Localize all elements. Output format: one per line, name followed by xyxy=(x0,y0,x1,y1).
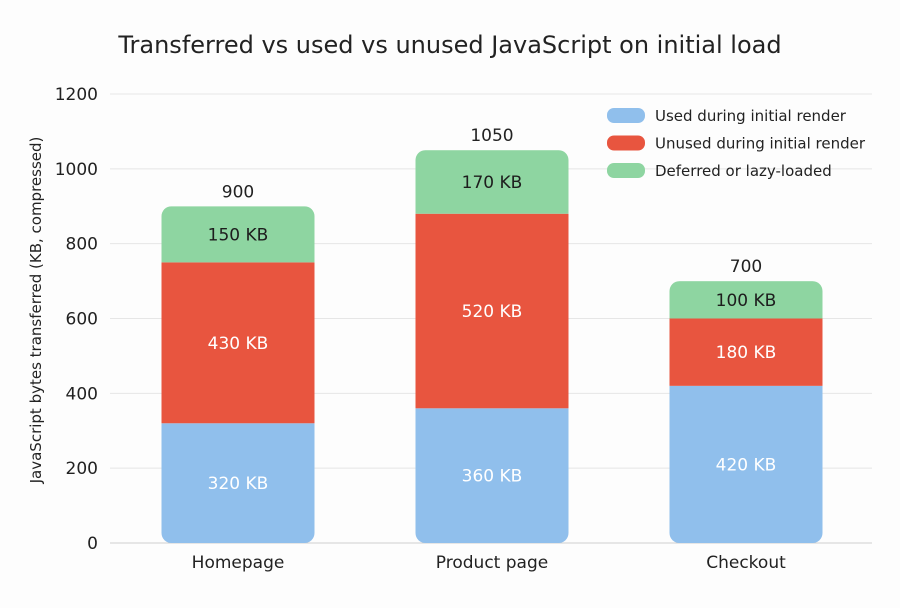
bar-segment xyxy=(669,385,823,543)
y-tick-label: 0 xyxy=(87,534,98,554)
segment-label: 420 KB xyxy=(716,455,777,475)
legend-swatch xyxy=(607,163,645,178)
y-tick-label: 400 xyxy=(66,384,98,404)
segment-label: 180 KB xyxy=(716,343,777,363)
bar-segment xyxy=(161,206,315,263)
y-tick-label: 1000 xyxy=(55,160,98,180)
total-label: 900 xyxy=(222,182,254,202)
legend-swatch xyxy=(607,108,645,123)
segment-label: 150 KB xyxy=(208,225,269,245)
segment-label: 360 KB xyxy=(462,467,523,487)
bar-segment xyxy=(161,262,315,424)
bar-stack xyxy=(415,150,569,543)
x-tick-label: Checkout xyxy=(706,553,786,573)
x-tick-label: Homepage xyxy=(192,553,285,573)
segment-label: 320 KB xyxy=(208,474,269,494)
y-axis-label: JavaScript bytes transferred (KB, compre… xyxy=(27,137,45,485)
y-tick-label: 600 xyxy=(66,310,98,330)
x-tick-label: Product page xyxy=(436,553,548,573)
legend-label: Unused during initial render xyxy=(655,135,866,153)
bar-segment xyxy=(415,213,569,409)
bar-segment xyxy=(415,150,569,214)
y-tick-label: 1200 xyxy=(55,85,98,105)
segment-label: 100 KB xyxy=(716,291,777,311)
bar-stack xyxy=(669,281,823,543)
legend-label: Used during initial render xyxy=(655,107,847,125)
segment-label: 430 KB xyxy=(208,334,269,354)
legend-label: Deferred or lazy-loaded xyxy=(655,162,832,180)
bar-segment xyxy=(415,408,569,543)
segment-label: 520 KB xyxy=(462,302,523,322)
bar-segment xyxy=(161,423,315,543)
bar-segment xyxy=(669,318,823,386)
total-label: 1050 xyxy=(470,126,513,146)
segment-label: 170 KB xyxy=(462,173,523,193)
chart-title: Transferred vs used vs unused JavaScript… xyxy=(117,31,781,59)
legend-swatch xyxy=(607,135,645,151)
bar-segment xyxy=(669,281,823,319)
total-label: 700 xyxy=(730,257,762,277)
bar-stack xyxy=(161,206,315,543)
y-tick-label: 800 xyxy=(66,235,98,255)
y-tick-label: 200 xyxy=(66,459,98,479)
